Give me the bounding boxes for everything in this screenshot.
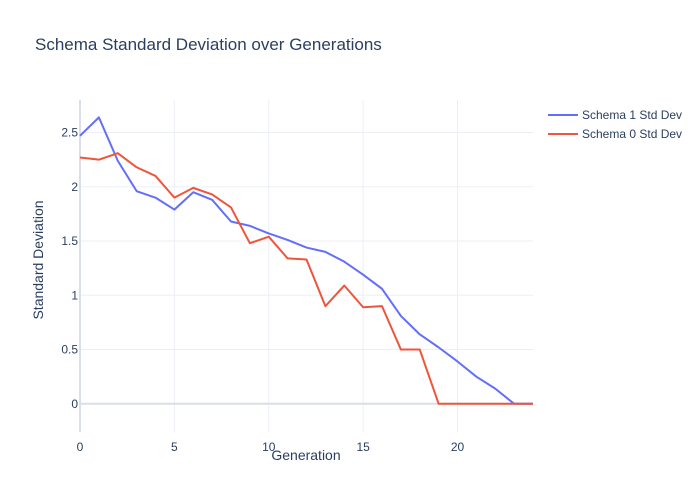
y-axis-title: Standard Deviation <box>30 200 46 319</box>
y-tick-label: 2 <box>71 180 78 194</box>
y-tick-label: 0 <box>71 397 78 411</box>
x-tick-label: 5 <box>171 440 178 454</box>
y-tick-label: 1.5 <box>61 234 78 248</box>
chart-title: Schema Standard Deviation over Generatio… <box>35 35 382 54</box>
legend-label: Schema 0 Std Dev <box>582 127 682 141</box>
series-lines <box>79 116 533 405</box>
y-tick-label: 1 <box>71 288 78 302</box>
y-tick-label: 2.5 <box>61 126 78 140</box>
legend: Schema 1 Std Dev Schema 0 Std Dev <box>548 108 682 141</box>
x-tick-label: 0 <box>77 440 84 454</box>
x-tick-label: 15 <box>356 440 370 454</box>
x-tick-label: 20 <box>451 440 465 454</box>
series-line-schema-1 <box>79 116 533 405</box>
x-axis-title: Generation <box>271 447 340 463</box>
axes: 0 5 10 15 20 0 0.5 1 1.5 2 2.5 <box>61 126 464 454</box>
y-tick-label: 0.5 <box>61 343 78 357</box>
gridlines <box>79 100 533 432</box>
series-line-schema-0 <box>79 152 533 405</box>
legend-label: Schema 1 Std Dev <box>582 108 682 122</box>
x-tick-label: 10 <box>262 440 276 454</box>
